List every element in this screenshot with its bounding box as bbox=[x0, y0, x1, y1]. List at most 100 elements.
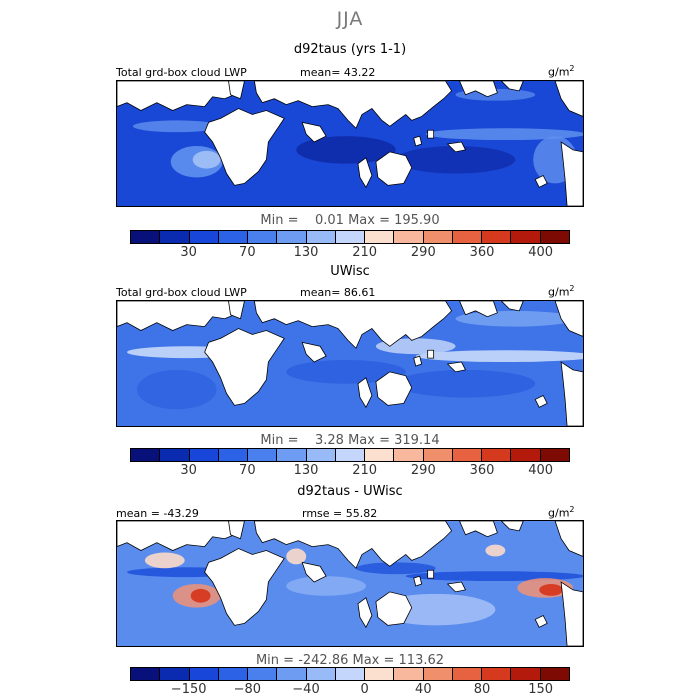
colorbar-tick-label: 290 bbox=[410, 463, 436, 478]
field-feature bbox=[415, 350, 583, 363]
land-mass bbox=[500, 81, 524, 92]
colorbar-level bbox=[423, 668, 453, 680]
land-mass bbox=[204, 328, 285, 406]
field-feature bbox=[296, 136, 396, 164]
colorbar-level bbox=[394, 231, 424, 243]
panel-title: UWisc bbox=[330, 264, 370, 279]
land-mass bbox=[375, 151, 413, 186]
colorbar-tick-label: 70 bbox=[239, 245, 256, 260]
field-feature bbox=[286, 576, 366, 596]
colorbar-level bbox=[248, 668, 278, 680]
colorbar-level bbox=[511, 668, 541, 680]
colorbar bbox=[130, 230, 570, 244]
land-mass bbox=[427, 349, 435, 359]
land-mass bbox=[228, 521, 245, 540]
field-feature bbox=[425, 128, 583, 141]
colorbar-level bbox=[160, 668, 190, 680]
land-mass bbox=[204, 548, 285, 626]
land-mass bbox=[204, 108, 285, 186]
colorbar-level bbox=[218, 231, 249, 243]
field-feature bbox=[355, 562, 436, 575]
land-mass bbox=[254, 81, 453, 129]
colorbar-tick-label: 360 bbox=[469, 245, 495, 260]
colorbar-tick-label: −80 bbox=[233, 682, 262, 697]
land-mass bbox=[375, 371, 413, 406]
panel-mean-label: mean = -43.29 bbox=[116, 507, 199, 520]
colorbar-level bbox=[248, 449, 278, 461]
land-mass bbox=[301, 561, 327, 583]
field-feature bbox=[455, 88, 536, 101]
land-mass bbox=[554, 521, 583, 557]
colorbar-tick-label: −150 bbox=[170, 682, 207, 697]
colorbar-level bbox=[540, 231, 569, 243]
colorbar-labels: 30 70 130 210 290 360 400 bbox=[130, 463, 570, 479]
colorbar-tick-label: 70 bbox=[239, 463, 256, 478]
land-mass bbox=[413, 575, 423, 587]
colorbar-level bbox=[335, 449, 366, 461]
colorbar-tick-label: 30 bbox=[180, 245, 197, 260]
colorbar-tick-label: 30 bbox=[180, 463, 197, 478]
land-mass bbox=[375, 591, 413, 626]
land-mass bbox=[534, 614, 548, 628]
panel-rmse-label: rmse = 55.82 bbox=[302, 507, 378, 520]
panel-title: d92taus (yrs 1-1) bbox=[293, 42, 407, 57]
colorbar-level bbox=[394, 449, 424, 461]
map-field bbox=[117, 81, 583, 206]
colorbar-tick-label: 0 bbox=[360, 682, 369, 697]
field-feature bbox=[192, 150, 221, 169]
colorbar-level bbox=[482, 231, 512, 243]
colorbar-tick-label: 40 bbox=[415, 682, 432, 697]
field-feature bbox=[539, 583, 564, 596]
land-mass bbox=[560, 361, 583, 426]
field-feature bbox=[395, 369, 536, 398]
colorbar bbox=[130, 667, 570, 681]
colorbar-tick-label: 80 bbox=[473, 682, 491, 697]
land-mass bbox=[554, 81, 583, 117]
field-feature bbox=[286, 548, 307, 565]
colorbar-level bbox=[394, 668, 424, 680]
colorbar bbox=[130, 448, 570, 462]
colorbar-level bbox=[189, 668, 219, 680]
land-mass bbox=[301, 121, 327, 143]
colorbar-level bbox=[365, 231, 395, 243]
colorbar-level bbox=[423, 231, 453, 243]
land-mass bbox=[228, 81, 245, 100]
map-panel bbox=[116, 80, 584, 207]
panel-title: d92taus - UWisc bbox=[297, 484, 403, 499]
colorbar-tick-label: 400 bbox=[528, 463, 554, 478]
colorbar-tick-label: −40 bbox=[292, 682, 320, 697]
colorbar-level bbox=[306, 449, 336, 461]
colorbar-level bbox=[306, 668, 336, 680]
units-label: g/m2 bbox=[548, 284, 575, 299]
panel-header-label: Total grd-box cloud LWP bbox=[116, 66, 247, 79]
colorbar-level bbox=[335, 231, 366, 243]
land-mass bbox=[459, 301, 498, 318]
colorbar-level bbox=[452, 449, 483, 461]
map-field bbox=[117, 521, 583, 646]
colorbar-level bbox=[482, 668, 512, 680]
colorbar-level bbox=[189, 231, 219, 243]
colorbar-level bbox=[248, 231, 278, 243]
colorbar-tick-label: 130 bbox=[293, 245, 319, 260]
panel-mean-label: mean= 86.61 bbox=[300, 286, 376, 299]
land-mass bbox=[413, 135, 423, 147]
colorbar-level bbox=[131, 231, 161, 243]
minmax-label: Min = -242.86 Max = 113.62 bbox=[255, 653, 445, 668]
land-mass bbox=[500, 301, 524, 312]
land-mass bbox=[560, 581, 583, 646]
land-mass bbox=[459, 81, 498, 98]
land-mass bbox=[446, 581, 467, 593]
field-feature bbox=[190, 588, 211, 603]
colorbar-level bbox=[306, 231, 336, 243]
colorbar-level bbox=[189, 449, 219, 461]
land-mass bbox=[560, 141, 583, 206]
field-feature bbox=[136, 369, 217, 410]
map-panel bbox=[116, 520, 584, 647]
figure-title: JJA bbox=[336, 8, 364, 30]
land-mass bbox=[254, 301, 453, 349]
colorbar-level bbox=[540, 668, 569, 680]
minmax-label: Min = 3.28 Max = 319.14 bbox=[260, 433, 440, 448]
colorbar-level bbox=[277, 668, 307, 680]
land-mass bbox=[427, 569, 435, 579]
